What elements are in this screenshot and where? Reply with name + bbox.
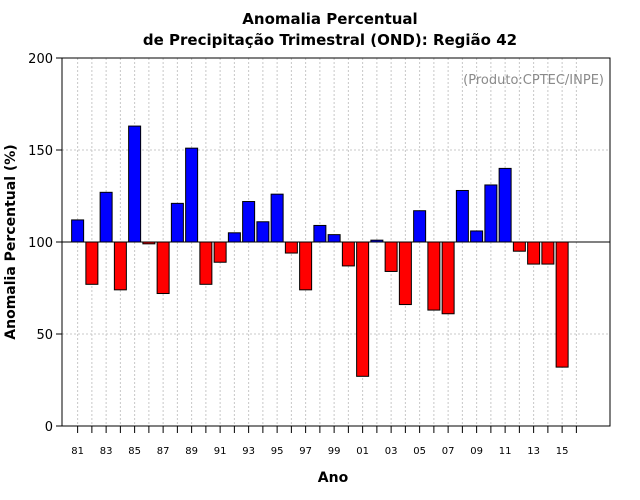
x-tick-label: 89 (185, 446, 198, 457)
bar-10 (484, 184, 498, 243)
bar-93 (242, 201, 256, 243)
bar-03 (384, 241, 398, 272)
y-tick-label: 200 (28, 52, 53, 67)
bar-99 (327, 234, 341, 243)
x-tick-label: 05 (413, 446, 426, 457)
bars (71, 125, 569, 377)
x-tick-label: 87 (157, 446, 170, 457)
y-tick-label: 50 (36, 328, 53, 343)
y-tick-label: 100 (28, 236, 53, 251)
bar-11 (498, 167, 512, 243)
bar-84 (113, 241, 127, 291)
bar-07 (441, 241, 455, 315)
y-axis-label: Anomalia Percentual (%) (3, 144, 19, 339)
bar-09 (470, 230, 484, 243)
bar-83 (99, 191, 113, 243)
bar-13 (527, 241, 541, 265)
bar-98 (313, 224, 327, 243)
bar-08 (455, 189, 469, 243)
bar-88 (170, 202, 184, 243)
x-tick-label: 13 (527, 446, 540, 457)
x-tick-label: 09 (470, 446, 483, 457)
x-tick-label: 07 (442, 446, 455, 457)
bar-85 (128, 125, 142, 243)
x-tick-label: 01 (356, 446, 369, 457)
x-tick-label: 85 (128, 446, 141, 457)
bar-05 (413, 210, 427, 243)
x-tick-label: 11 (499, 446, 512, 457)
bar-92 (227, 232, 241, 243)
x-tick-label: 03 (385, 446, 398, 457)
x-tick-label: 95 (271, 446, 284, 457)
x-axis-label: Ano (318, 470, 349, 486)
bar-87 (156, 241, 170, 295)
bar-82 (85, 241, 99, 285)
bar-97 (299, 241, 313, 291)
x-tick-label: 91 (214, 446, 227, 457)
x-tick-label: 15 (556, 446, 569, 457)
y-tick-label: 150 (28, 144, 53, 159)
bar-95 (270, 193, 284, 243)
bar-06 (427, 241, 441, 311)
chart-title-line2: de Precipitação Trimestral (OND): Região… (143, 31, 517, 49)
chart-title-line1: Anomalia Percentual (242, 10, 417, 28)
bar-14 (541, 241, 555, 265)
bar-90 (199, 241, 213, 285)
x-tick-label: 93 (242, 446, 255, 457)
y-tick-label: 0 (45, 420, 53, 435)
x-tick-label: 81 (71, 446, 84, 457)
bar-12 (512, 241, 526, 252)
bar-89 (185, 147, 199, 243)
bar-81 (71, 219, 85, 243)
x-tick-label: 99 (328, 446, 341, 457)
x-tick-label: 83 (100, 446, 113, 457)
credit-text: (Produto:CPTEC/INPE) (463, 73, 604, 88)
bar-15 (555, 241, 569, 368)
bar-04 (398, 241, 412, 306)
bar-94 (256, 221, 270, 243)
axes: 0 50 100 150 200 81 83 85 87 89 91 93 95 97 99 01 03 05 07… (28, 52, 611, 457)
x-tick-label: 97 (299, 446, 312, 457)
bar-01 (356, 241, 370, 377)
bar-91 (213, 241, 227, 263)
bar-00 (341, 241, 355, 267)
bar-96 (284, 241, 298, 254)
